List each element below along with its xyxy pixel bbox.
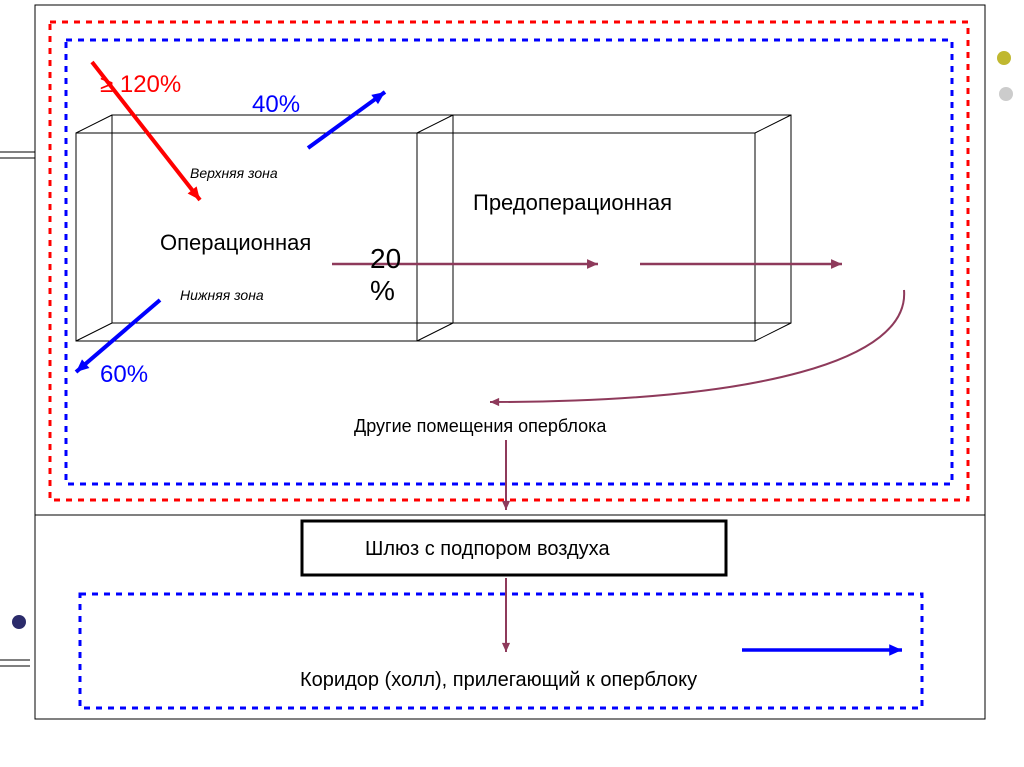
arrow-head bbox=[587, 259, 598, 269]
label-sluice: Шлюз с подпором воздуха bbox=[365, 538, 610, 560]
box-edge bbox=[76, 115, 112, 133]
arrow-line bbox=[308, 92, 385, 148]
curve-arrow bbox=[490, 290, 904, 402]
label-lower-zone: Нижняя зона bbox=[180, 287, 264, 303]
label-20: 20 bbox=[370, 243, 401, 274]
label-20-pct: % bbox=[370, 275, 395, 306]
outer-frame bbox=[35, 5, 985, 719]
box-edge bbox=[755, 323, 791, 341]
label-60: 60% bbox=[100, 361, 148, 388]
arrow-head bbox=[490, 398, 499, 406]
label-preoperating: Предоперационная bbox=[473, 190, 672, 215]
box-edge bbox=[76, 323, 112, 341]
label-120: ≥ 120% bbox=[100, 71, 181, 98]
label-operating: Операционная bbox=[160, 230, 311, 255]
decorative-dot bbox=[997, 51, 1011, 65]
box-divider-bottom bbox=[417, 323, 453, 341]
arrow-head bbox=[831, 259, 842, 269]
box-edge bbox=[755, 115, 791, 133]
arrow-head bbox=[502, 643, 510, 652]
label-40: 40% bbox=[252, 91, 300, 118]
decorative-dot bbox=[12, 615, 26, 629]
arrow-head bbox=[889, 644, 902, 655]
decorative-dot bbox=[999, 87, 1013, 101]
label-upper-zone: Верхняя зона bbox=[190, 165, 278, 181]
box-divider-top bbox=[417, 115, 453, 133]
arrow-head bbox=[502, 501, 510, 510]
label-corridor: Коридор (холл), прилегающий к оперблоку bbox=[300, 669, 697, 691]
label-other-rooms: Другие помещения оперблока bbox=[354, 416, 607, 436]
